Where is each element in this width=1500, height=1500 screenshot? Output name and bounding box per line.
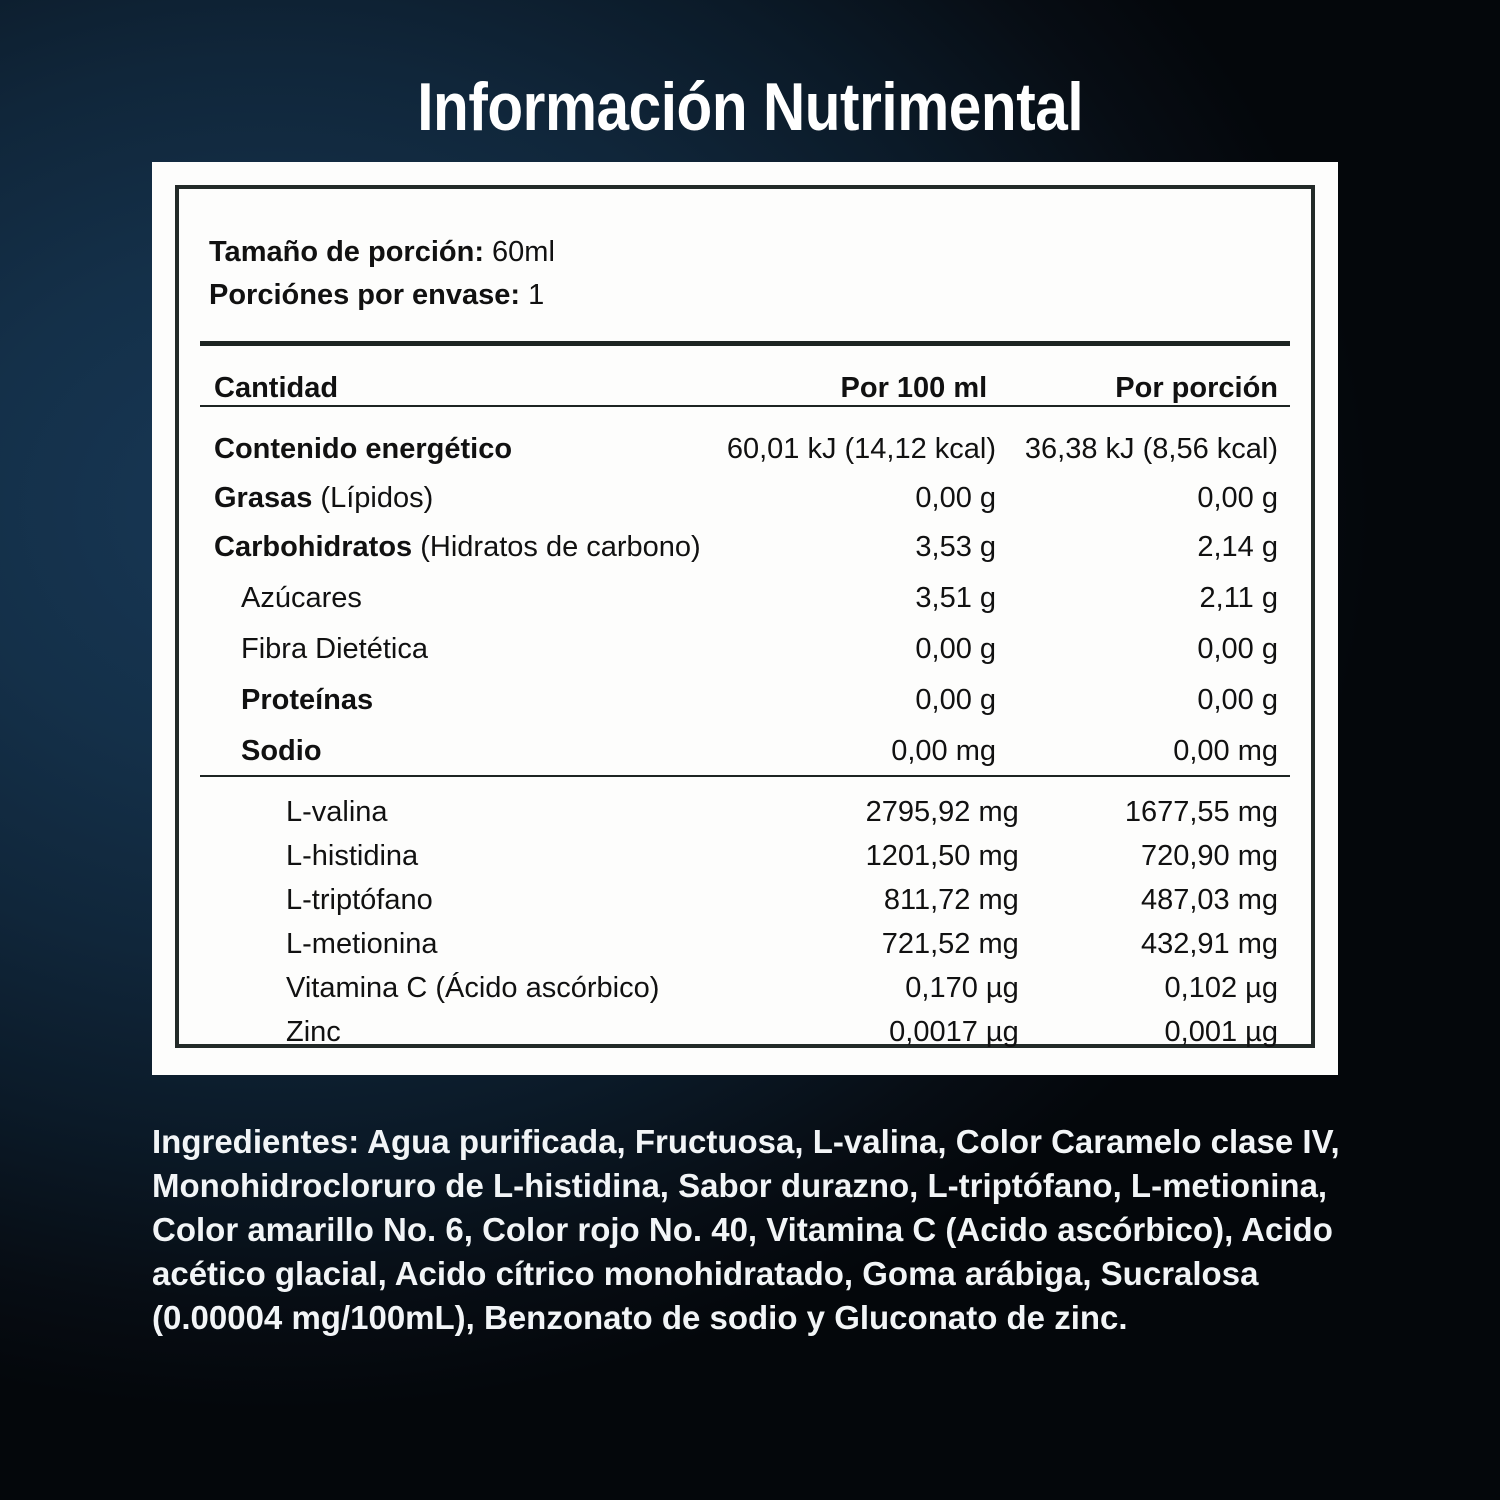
- row-label: Proteínas: [241, 684, 374, 716]
- row-value-per-serving: 2,14 g: [1197, 531, 1278, 563]
- ingredients-block: Ingredientes: Agua purificada, Fructuosa…: [152, 1120, 1392, 1339]
- table-row: Vitamina C (Ácido ascórbico) 0,170 µg 0,…: [200, 961, 1290, 1005]
- row-value-per-serving: 0,00 g: [1197, 482, 1278, 514]
- serving-info-block: Tamaño de porción: 60ml Porciónes por en…: [209, 231, 555, 317]
- nutrition-facts-card: Tamaño de porción: 60ml Porciónes por en…: [152, 162, 1338, 1075]
- row-value-per-serving: 36,38 kJ (8,56 kcal): [1024, 433, 1278, 465]
- row-value-per-100ml: 0,00 g: [915, 482, 997, 514]
- row-label: Fibra Dietética: [241, 633, 428, 665]
- row-label: L-triptófano: [286, 884, 433, 916]
- row-value-per-serving: 0,00 mg: [1173, 735, 1278, 767]
- rule-above-header: [200, 341, 1290, 346]
- row-label: Azúcares: [241, 582, 362, 614]
- row-value-per-100ml: 3,51 g: [915, 582, 997, 614]
- row-value-per-serving: 487,03 mg: [1140, 884, 1278, 916]
- nutrition-header-table: Cantidad Por 100 ml Por porción: [200, 347, 1290, 405]
- row-label: Vitamina C (Ácido ascórbico): [286, 972, 660, 1004]
- row-value-per-serving: 432,91 mg: [1140, 928, 1278, 960]
- nutrition-facts-panel: Tamaño de porción: 60ml Porciónes por en…: [175, 185, 1315, 1048]
- micronutrient-table: L-valina 2795,92 mg 1677,55 mg L-histidi…: [200, 785, 1290, 1049]
- row-label: L-histidina: [286, 840, 419, 872]
- row-value-per-100ml: 2795,92 mg: [865, 796, 1019, 828]
- row-value-per-100ml: 0,00 g: [915, 633, 997, 665]
- row-value-per-serving: 0,102 µg: [1164, 972, 1278, 1004]
- table-row: Sodio 0,00 mg 0,00 mg: [200, 717, 1290, 768]
- row-label: Carbohidratos (Hidratos de carbono): [200, 515, 722, 564]
- table-row: L-valina 2795,92 mg 1677,55 mg: [200, 785, 1290, 829]
- serving-size-line: Tamaño de porción: 60ml: [209, 231, 555, 274]
- row-value-per-100ml: 1201,50 mg: [865, 840, 1019, 872]
- row-label-bold: Carbohidratos: [214, 531, 413, 563]
- row-label-rest: (Lípidos): [312, 482, 434, 514]
- header-per-100ml: Por 100 ml: [840, 372, 988, 404]
- row-label-bold: Grasas: [214, 482, 313, 514]
- table-row: L-metionina 721,52 mg 432,91 mg: [200, 917, 1290, 961]
- row-value-per-100ml: 721,52 mg: [881, 928, 1019, 960]
- row-value-per-serving: 0,00 g: [1197, 684, 1278, 716]
- table-row: Carbohidratos (Hidratos de carbono) 3,53…: [200, 515, 1290, 564]
- row-value-per-serving: 1677,55 mg: [1124, 796, 1278, 828]
- table-row: Azúcares 3,51 g 2,11 g: [200, 564, 1290, 615]
- row-value-per-serving: 0,001 µg: [1164, 1016, 1278, 1048]
- row-label-bold: Contenido energético: [214, 433, 513, 465]
- ingredients-label: Ingredientes:: [152, 1123, 360, 1160]
- row-value-per-100ml: 60,01 kJ (14,12 kcal): [726, 433, 997, 465]
- table-row: L-triptófano 811,72 mg 487,03 mg: [200, 873, 1290, 917]
- ingredients-text: Agua purificada, Fructuosa, L-valina, Co…: [152, 1123, 1340, 1336]
- row-value-per-100ml: 0,170 µg: [905, 972, 1019, 1004]
- row-label: Zinc: [286, 1016, 341, 1048]
- row-value-per-100ml: 3,53 g: [915, 531, 997, 563]
- servings-per-container-label: Porciónes por envase:: [209, 278, 521, 311]
- rule-above-micronutrients: [200, 775, 1290, 777]
- table-row: Proteínas 0,00 g 0,00 g: [200, 666, 1290, 717]
- servings-per-container-value: 1: [528, 278, 545, 311]
- nutrition-main-table: Contenido energético 60,01 kJ (14,12 kca…: [200, 417, 1290, 768]
- row-value-per-100ml: 0,00 mg: [891, 735, 997, 767]
- header-amount: Cantidad: [214, 372, 339, 404]
- row-label: Sodio: [241, 735, 322, 767]
- page-title: Información Nutrimental: [417, 69, 1083, 145]
- row-label: L-valina: [286, 796, 388, 828]
- main-rows-body: Contenido energético 60,01 kJ (14,12 kca…: [200, 417, 1290, 768]
- row-value-per-serving: 0,00 g: [1197, 633, 1278, 665]
- row-label: L-metionina: [286, 928, 438, 960]
- servings-per-container-line: Porciónes por envase: 1: [209, 274, 555, 317]
- header-per-serving: Por porción: [1115, 372, 1278, 404]
- micronutrient-rows-body: L-valina 2795,92 mg 1677,55 mg L-histidi…: [200, 785, 1290, 1049]
- rule-below-header: [200, 405, 1290, 407]
- serving-size-value: 60ml: [492, 236, 555, 268]
- row-label: Grasas (Lípidos): [200, 466, 722, 515]
- table-header-row: Cantidad Por 100 ml Por porción: [200, 347, 1290, 405]
- table-row: Contenido energético 60,01 kJ (14,12 kca…: [200, 417, 1290, 466]
- row-label: Contenido energético: [200, 417, 722, 466]
- table-row: L-histidina 1201,50 mg 720,90 mg: [200, 829, 1290, 873]
- table-row: Fibra Dietética 0,00 g 0,00 g: [200, 615, 1290, 666]
- row-value-per-100ml: 811,72 mg: [883, 884, 1019, 916]
- serving-size-label: Tamaño de porción:: [209, 236, 484, 268]
- row-value-per-100ml: 0,00 g: [915, 684, 997, 716]
- row-value-per-serving: 720,90 mg: [1140, 840, 1278, 872]
- row-value-per-serving: 2,11 g: [1199, 582, 1278, 614]
- page-title-wrap: Información Nutrimental: [0, 68, 1500, 146]
- row-value-per-100ml: 0,0017 µg: [889, 1016, 1019, 1048]
- row-label-rest: (Hidratos de carbono): [412, 531, 701, 563]
- table-row: Grasas (Lípidos) 0,00 g 0,00 g: [200, 466, 1290, 515]
- table-row: Zinc 0,0017 µg 0,001 µg: [200, 1005, 1290, 1049]
